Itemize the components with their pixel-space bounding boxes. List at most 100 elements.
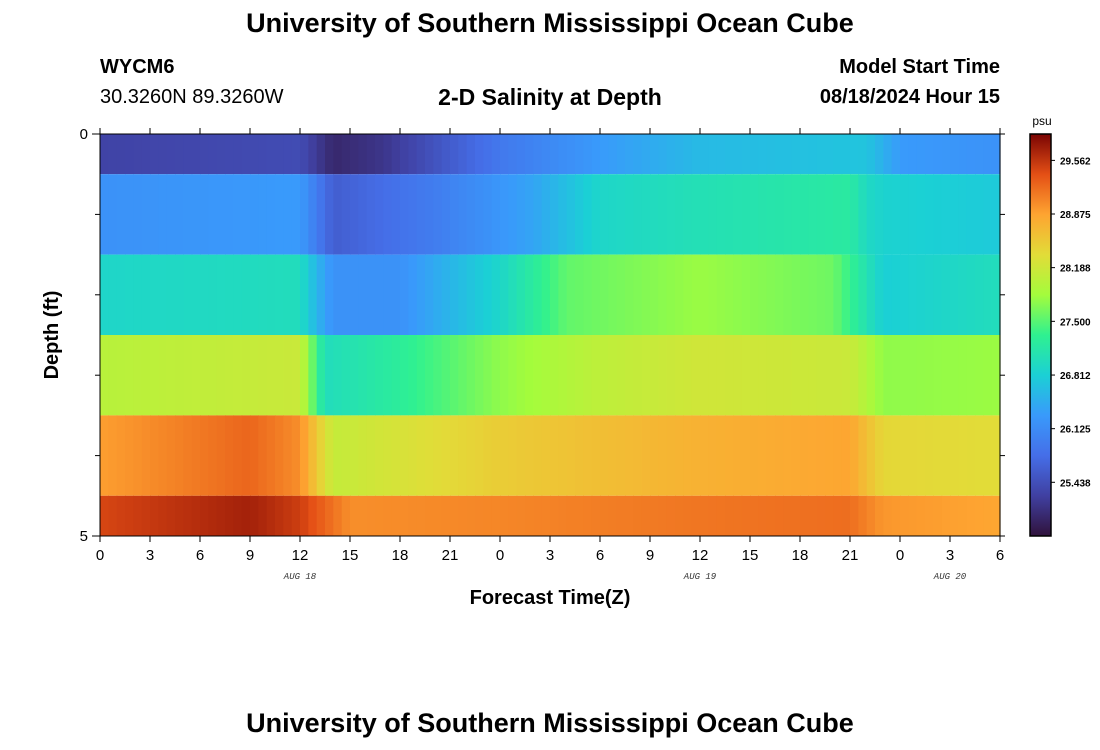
heatmap-cell bbox=[541, 134, 551, 175]
heatmap-cell bbox=[166, 254, 176, 335]
heatmap-cell bbox=[933, 174, 943, 255]
heatmap-cell bbox=[458, 335, 468, 416]
heatmap-cell bbox=[583, 335, 593, 416]
heatmap-cell bbox=[316, 134, 326, 175]
heatmap-cell bbox=[933, 254, 943, 335]
heatmap-cell bbox=[591, 495, 601, 536]
heatmap-cell bbox=[275, 134, 284, 175]
heatmap-cell bbox=[466, 335, 476, 416]
heatmap-cell bbox=[366, 415, 376, 496]
heatmap-cell bbox=[341, 335, 351, 416]
heatmap-cell bbox=[883, 174, 893, 255]
heatmap-cell bbox=[475, 335, 484, 416]
heatmap-cell bbox=[700, 134, 709, 175]
heatmap-cell bbox=[458, 495, 468, 536]
heatmap-cell bbox=[300, 134, 309, 175]
heatmap-cell bbox=[183, 254, 193, 335]
heatmap-cell bbox=[950, 415, 959, 496]
heatmap-cell bbox=[958, 415, 968, 496]
heatmap-cell bbox=[916, 254, 926, 335]
x-axis: 0 3 6 9 12 15 18 21 0 3 6 9 12 15 18 21 0 3 6 bbox=[96, 128, 1004, 564]
heatmap-cell bbox=[466, 254, 476, 335]
heatmap-cell bbox=[791, 174, 801, 255]
heatmap-cell bbox=[658, 174, 668, 255]
heatmap-cell bbox=[675, 415, 684, 496]
heatmap-cell bbox=[116, 495, 126, 536]
heatmap-cell bbox=[983, 254, 993, 335]
heatmap-cell bbox=[150, 174, 159, 255]
y-axis: 05 bbox=[80, 126, 1005, 545]
heatmap-cell bbox=[191, 495, 201, 536]
heatmap-cell bbox=[825, 174, 834, 255]
heatmap-cell bbox=[341, 495, 351, 536]
heatmap-cell bbox=[116, 174, 126, 255]
heatmap-cell bbox=[341, 134, 351, 175]
heatmap-cell bbox=[416, 335, 426, 416]
heatmap-cell bbox=[191, 254, 201, 335]
heatmap-cell bbox=[525, 134, 534, 175]
heatmap-cell bbox=[358, 415, 368, 496]
heatmap-cell bbox=[191, 415, 201, 496]
heatmap-cell bbox=[558, 134, 568, 175]
heatmap-cell bbox=[516, 134, 526, 175]
heatmap-cell bbox=[783, 174, 793, 255]
heatmap-cell bbox=[591, 335, 601, 416]
heatmap-cell bbox=[691, 495, 701, 536]
heatmap-cell bbox=[208, 174, 218, 255]
heatmap-cell bbox=[908, 134, 918, 175]
date-label: AUG 18 bbox=[283, 572, 317, 582]
heatmap-cell bbox=[250, 415, 259, 496]
heatmap-cell bbox=[833, 495, 843, 536]
heatmap-cell bbox=[708, 174, 718, 255]
heatmap-cell bbox=[325, 174, 334, 255]
heatmap-cell bbox=[583, 254, 593, 335]
heatmap-cell bbox=[466, 415, 476, 496]
heatmap-cell bbox=[833, 335, 843, 416]
heatmap-cell bbox=[233, 174, 243, 255]
heatmap-cell bbox=[383, 254, 393, 335]
heatmap-cell bbox=[133, 174, 143, 255]
heatmap-cell bbox=[758, 134, 768, 175]
heatmap-cell bbox=[875, 174, 884, 255]
heatmap-cell bbox=[525, 495, 534, 536]
heatmap-cell bbox=[175, 495, 184, 536]
heatmap-cell bbox=[408, 174, 418, 255]
heatmap-cell bbox=[675, 134, 684, 175]
heatmap-cell bbox=[683, 174, 693, 255]
heatmap-cell bbox=[683, 134, 693, 175]
heatmap-cell bbox=[750, 415, 759, 496]
heatmap-cell bbox=[608, 254, 618, 335]
heatmap-cell bbox=[916, 134, 926, 175]
heatmap-cell bbox=[641, 335, 651, 416]
heatmap-cell bbox=[200, 174, 209, 255]
heatmap-cell bbox=[766, 415, 776, 496]
heatmap-cell bbox=[575, 174, 584, 255]
heatmap-cell bbox=[400, 495, 409, 536]
colorbar-tick-label: 26.125 bbox=[1060, 425, 1091, 436]
heatmap-cell bbox=[325, 495, 334, 536]
colorbar: psu 29.562 28.875 28.188 27.500 26.812 26.125… bbox=[1029, 114, 1091, 537]
heatmap-cell bbox=[283, 254, 293, 335]
heatmap-cell bbox=[900, 495, 909, 536]
heatmap-cell bbox=[300, 174, 309, 255]
heatmap-cell bbox=[533, 134, 543, 175]
heatmap-cell bbox=[441, 495, 451, 536]
heatmap-cell bbox=[700, 495, 709, 536]
heatmap-cell bbox=[983, 134, 993, 175]
heatmap-cell bbox=[158, 174, 168, 255]
x-tick-label: 3 bbox=[146, 547, 154, 564]
heatmap-cell bbox=[308, 335, 318, 416]
heatmap-cell bbox=[233, 415, 243, 496]
heatmap-cell bbox=[225, 415, 234, 496]
heatmap-cell bbox=[566, 415, 576, 496]
heatmap-cell bbox=[833, 415, 843, 496]
heatmap-cell bbox=[433, 134, 443, 175]
heatmap-cell bbox=[233, 254, 243, 335]
heatmap-cell bbox=[441, 254, 451, 335]
heatmap-cell bbox=[533, 415, 543, 496]
heatmap-cell bbox=[500, 174, 509, 255]
heatmap-cell bbox=[333, 174, 343, 255]
heatmap-cell bbox=[733, 335, 743, 416]
heatmap-cell bbox=[350, 174, 359, 255]
heatmap-cell bbox=[241, 134, 251, 175]
